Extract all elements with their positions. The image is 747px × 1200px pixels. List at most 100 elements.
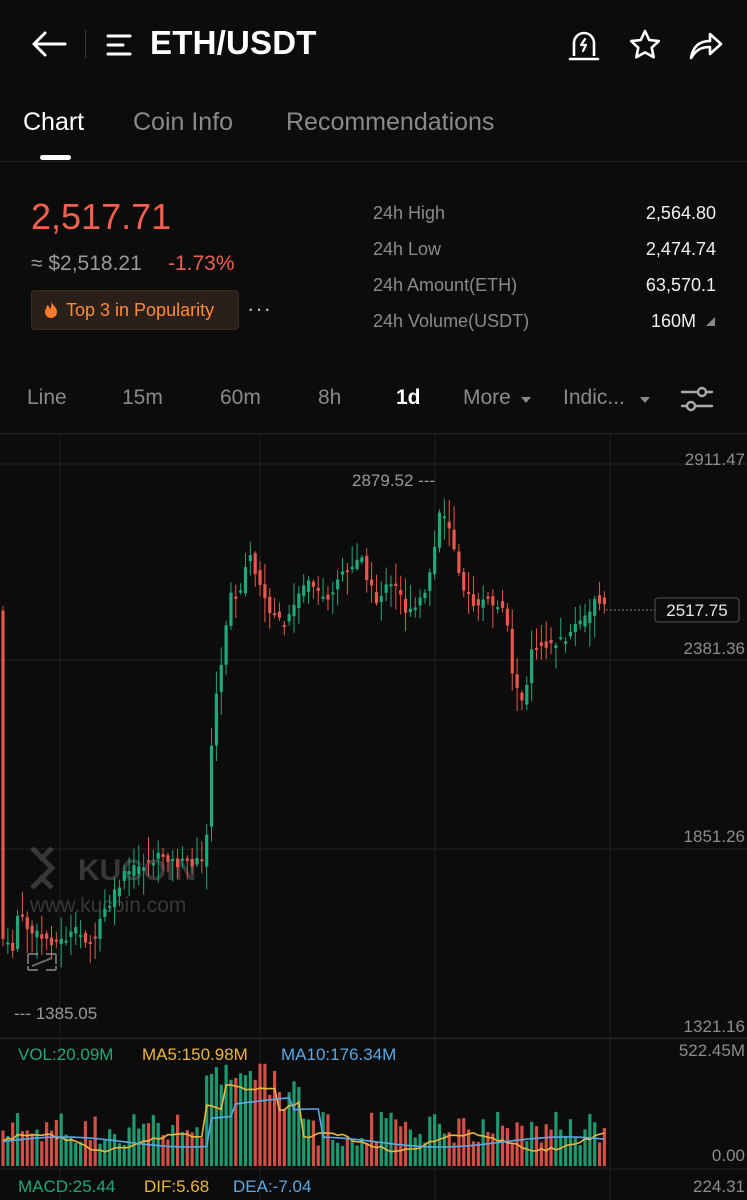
candle-body bbox=[248, 555, 252, 562]
last-price: 2,517.71 bbox=[31, 196, 172, 237]
volume-bar bbox=[491, 1133, 495, 1166]
volume-bar bbox=[229, 1079, 233, 1166]
favorite-button[interactable] bbox=[626, 26, 664, 64]
dif-indicator: DIF:5.68 bbox=[144, 1177, 209, 1196]
tab-recommendations[interactable]: Recommendations bbox=[286, 108, 495, 136]
tf-1d[interactable]: 1d bbox=[396, 386, 421, 409]
candle-body bbox=[292, 604, 296, 617]
candle-body bbox=[253, 553, 257, 575]
candle-body bbox=[437, 512, 442, 548]
candle-body bbox=[282, 624, 286, 627]
active-tab-indicator bbox=[40, 155, 71, 160]
share-button[interactable] bbox=[686, 26, 726, 64]
candle-body bbox=[79, 934, 83, 937]
tf-15m[interactable]: 15m bbox=[122, 386, 163, 409]
volume-bar bbox=[292, 1081, 296, 1166]
price-change: -1.73% bbox=[168, 252, 235, 275]
candle-body bbox=[602, 597, 606, 605]
volume-bar bbox=[418, 1134, 422, 1166]
market-list-button[interactable] bbox=[104, 30, 136, 60]
more-info-button[interactable]: ··· bbox=[247, 296, 272, 321]
low-marker: --- 1385.05 bbox=[14, 1004, 97, 1023]
candle-body bbox=[112, 889, 117, 908]
volume-bar bbox=[200, 1137, 204, 1166]
candle-body bbox=[277, 611, 282, 618]
volume-bar bbox=[505, 1128, 509, 1166]
volume-bar bbox=[408, 1129, 412, 1166]
volume-bar bbox=[597, 1142, 602, 1166]
candle-body bbox=[224, 625, 228, 665]
candle-body bbox=[69, 931, 73, 937]
volume-bar bbox=[83, 1121, 88, 1166]
volume-bar bbox=[500, 1125, 505, 1166]
axis-price-bottom: 1321.16 bbox=[684, 1017, 745, 1036]
candle-body bbox=[418, 597, 422, 606]
tf-60m[interactable]: 60m bbox=[220, 386, 261, 409]
popularity-badge[interactable]: Top 3 in Popularity bbox=[31, 290, 239, 330]
volume-bar bbox=[171, 1125, 175, 1166]
chart-settings-button[interactable] bbox=[678, 382, 716, 416]
volume-bar bbox=[384, 1118, 388, 1166]
candle-body bbox=[588, 611, 592, 623]
volume-bar bbox=[525, 1141, 529, 1166]
candle-body bbox=[505, 608, 509, 626]
fire-icon bbox=[45, 301, 57, 318]
candle-body bbox=[568, 632, 573, 637]
volume-bar bbox=[326, 1114, 330, 1166]
volume-bar bbox=[568, 1119, 573, 1166]
candle-body bbox=[171, 858, 175, 861]
back-button[interactable] bbox=[28, 26, 70, 62]
candle-body bbox=[185, 858, 189, 861]
axis-vol-top: 522.45M bbox=[679, 1041, 745, 1060]
volume-bar bbox=[156, 1122, 160, 1166]
candle-body bbox=[316, 587, 320, 591]
volume-bar bbox=[205, 1075, 209, 1166]
volume-bar bbox=[520, 1125, 524, 1166]
stat-label-volume: 24h Volume(USDT) bbox=[373, 311, 530, 331]
tf-indicators[interactable]: Indic... bbox=[563, 386, 651, 410]
stat-value-volume[interactable]: 160M bbox=[651, 311, 716, 332]
volume-bar bbox=[176, 1114, 180, 1166]
tf-8h[interactable]: 8h bbox=[318, 386, 342, 409]
tf-more[interactable]: More bbox=[463, 386, 532, 410]
volume-bar bbox=[161, 1134, 165, 1166]
axis-price-2: 2381.36 bbox=[684, 639, 745, 658]
fullscreen-toggle-icon[interactable] bbox=[27, 953, 57, 971]
popularity-badge-label: Top 3 in Popularity bbox=[66, 299, 215, 320]
candle-body bbox=[273, 613, 277, 616]
stat-value-amount: 63,570.1 bbox=[645, 275, 716, 295]
candle-body bbox=[399, 589, 403, 595]
candle-body bbox=[433, 546, 437, 575]
volume-bar bbox=[360, 1138, 364, 1166]
candle-body bbox=[345, 570, 349, 573]
candle-body bbox=[6, 942, 10, 945]
candle-body bbox=[379, 596, 383, 602]
volume-bar bbox=[151, 1115, 155, 1166]
candle-body bbox=[311, 581, 315, 587]
volume-bar bbox=[297, 1087, 301, 1166]
tab-coin-info[interactable]: Coin Info bbox=[133, 108, 234, 136]
candle-body bbox=[530, 649, 534, 684]
candlestick-chart[interactable]: KUCOIN www.kucoin.com 2517.75 2911.47 23… bbox=[0, 434, 747, 1200]
volume-bar bbox=[496, 1111, 500, 1166]
volume-bar bbox=[583, 1129, 587, 1166]
volume-bar bbox=[336, 1142, 340, 1166]
tf-line[interactable]: Line bbox=[27, 386, 67, 409]
candle-body bbox=[442, 516, 446, 519]
volume-bar bbox=[467, 1129, 471, 1166]
pair-title[interactable]: ETH/USDT bbox=[150, 24, 317, 61]
share-icon bbox=[689, 32, 723, 60]
volume-bar bbox=[30, 1133, 34, 1166]
candle-body bbox=[597, 595, 602, 604]
kucoin-logo-icon bbox=[30, 846, 56, 890]
tab-chart[interactable]: Chart bbox=[23, 108, 85, 136]
axis-price-3: 1851.26 bbox=[684, 827, 745, 846]
price-alert-button[interactable] bbox=[566, 26, 602, 64]
candle-body bbox=[205, 834, 209, 867]
volume-bar bbox=[374, 1141, 379, 1166]
candle-body bbox=[476, 599, 480, 606]
volume-bar bbox=[331, 1140, 335, 1166]
header-divider bbox=[85, 30, 86, 58]
candle-body bbox=[297, 593, 301, 609]
ma10-indicator: MA10:176.34M bbox=[281, 1045, 396, 1064]
